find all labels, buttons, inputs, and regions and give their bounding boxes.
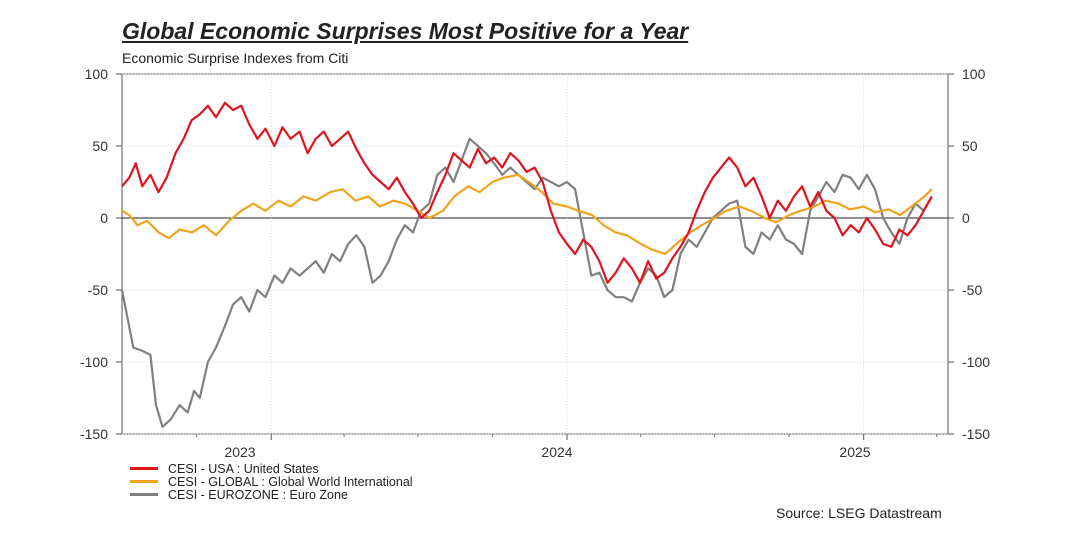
y-tick-label-left: 100 — [85, 66, 109, 82]
y-tick-label-left: -150 — [80, 426, 108, 442]
y-tick-label-left: -100 — [80, 354, 108, 370]
x-tick-label: 2024 — [541, 444, 572, 460]
legend-swatch-global — [130, 480, 158, 483]
grid-lines — [122, 73, 948, 435]
y-tick-label-right: -100 — [962, 354, 990, 370]
plot-area — [121, 73, 949, 435]
y-tick-label-right: 0 — [962, 210, 970, 226]
y-tick-label-right: -150 — [962, 426, 990, 442]
series-line-global — [121, 173, 933, 256]
y-tick-label-right: -50 — [962, 282, 982, 298]
x-tick-label: 2023 — [224, 444, 255, 460]
axis-ticks: 100 100 50 50 0 0 -50 -50 -100 -100 -150 -150 2023 20… — [80, 66, 990, 460]
y-tick-label-right: 50 — [962, 138, 978, 154]
source-note: Source: LSEG Datastream — [776, 505, 942, 521]
chart-subtitle: Economic Surprise Indexes from Citi — [122, 50, 349, 66]
legend-item-eurozone: CESI - EUROZONE : Euro Zone — [130, 487, 413, 502]
y-tick-label-left: 50 — [92, 138, 108, 154]
legend-swatch-usa — [130, 467, 158, 470]
legend-swatch-eurozone — [130, 493, 158, 496]
series-line-usa — [121, 101, 933, 284]
series-lines — [120, 101, 933, 428]
y-tick-label-left: -50 — [88, 282, 108, 298]
legend: CESI - USA : United States CESI - GLOBAL… — [130, 461, 413, 502]
y-tick-label-left: 0 — [100, 210, 108, 226]
x-tick-label: 2025 — [839, 444, 870, 460]
y-tick-label-right: 100 — [962, 66, 986, 82]
legend-item-global: CESI - GLOBAL : Global World Internation… — [130, 474, 413, 489]
chart-title: Global Economic Surprises Most Positive … — [122, 18, 689, 44]
legend-item-usa: CESI - USA : United States — [130, 461, 413, 476]
legend-label-usa: CESI - USA : United States — [168, 461, 319, 476]
legend-label-eurozone: CESI - EUROZONE : Euro Zone — [168, 487, 348, 502]
legend-label-global: CESI - GLOBAL : Global World Internation… — [168, 474, 413, 489]
chart-frame — [8, 8, 1072, 528]
